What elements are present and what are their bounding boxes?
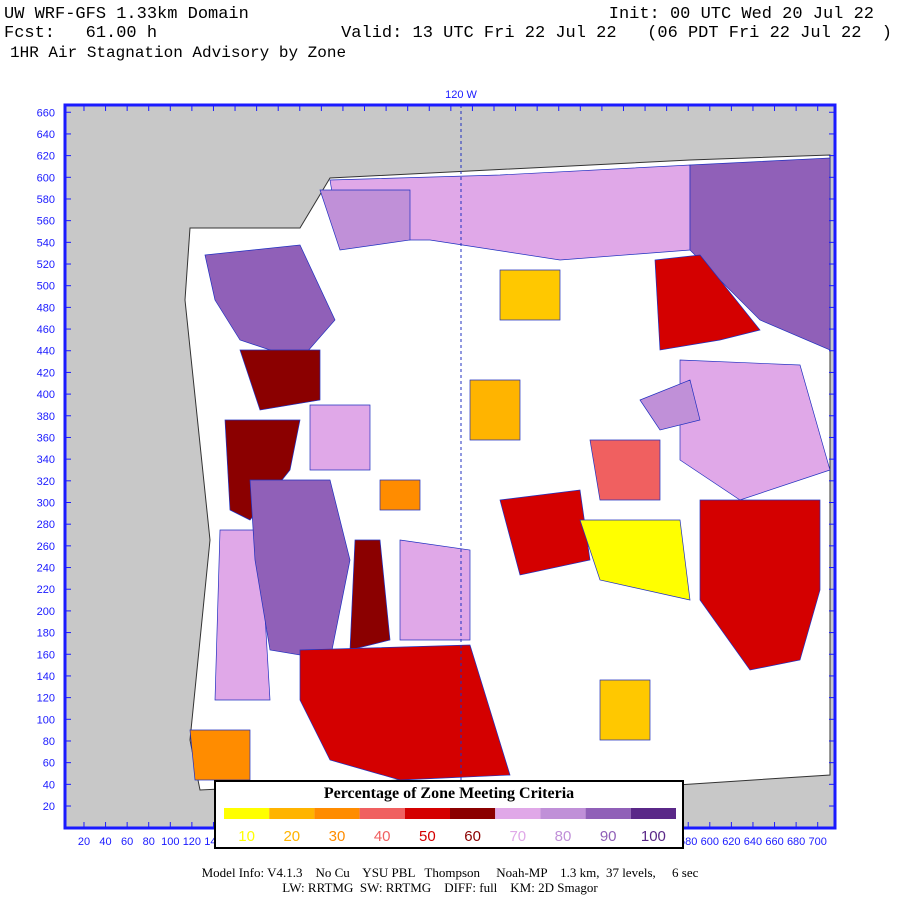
y-tick-label: 400 (37, 389, 55, 401)
y-tick-label: 640 (37, 129, 55, 141)
y-tick-label: 560 (37, 216, 55, 228)
zone (499, 489, 591, 576)
legend-swatch (495, 808, 541, 819)
x-tick-label: 640 (744, 836, 762, 848)
y-tick-label: 40 (43, 779, 55, 791)
zone (399, 539, 471, 641)
zone (599, 679, 651, 741)
y-tick-label: 580 (37, 194, 55, 206)
meridian-label: 120 W (445, 89, 477, 101)
y-tick-label: 100 (37, 714, 55, 726)
x-tick-label: 100 (161, 836, 179, 848)
zone (689, 157, 831, 351)
header-forecast: Fcst: 61.00 h (4, 24, 157, 43)
legend-label: 60 (464, 828, 481, 845)
zone (679, 359, 831, 501)
legend: Percentage of Zone Meeting Criteria 10 20… (214, 780, 684, 849)
y-tick-label: 480 (37, 302, 55, 314)
legend-swatch (269, 808, 315, 819)
header-init: Init: 00 UTC Wed 20 Jul 22 (609, 5, 874, 24)
zone (469, 379, 521, 441)
x-tick-label: 620 (722, 836, 740, 848)
legend-swatch (404, 808, 450, 819)
legend-title: Percentage of Zone Meeting Criteria (324, 785, 574, 802)
zone (309, 404, 371, 471)
zone (579, 519, 691, 601)
legend-label: 50 (419, 828, 436, 845)
map (63, 103, 837, 830)
zone (349, 539, 391, 651)
y-tick-label: 340 (37, 454, 55, 466)
x-tick-label: 700 (809, 836, 827, 848)
y-tick-label: 520 (37, 259, 55, 271)
y-tick-label: 180 (37, 628, 55, 640)
zone (499, 269, 561, 321)
x-tick-label: 60 (121, 836, 133, 848)
x-tick-label: 120 (183, 836, 201, 848)
x-tick-label: 600 (701, 836, 719, 848)
legend-swatch (585, 808, 631, 819)
legend-swatch (359, 808, 405, 819)
y-tick-label: 320 (37, 476, 55, 488)
zone (319, 189, 411, 251)
y-tick-label: 220 (37, 584, 55, 596)
y-tick-label: 160 (37, 649, 55, 661)
zone (639, 379, 701, 431)
y-tick-label: 260 (37, 541, 55, 553)
x-tick-label: 20 (78, 836, 90, 848)
legend-label: 100 (641, 828, 666, 845)
legend-label: 30 (329, 828, 346, 845)
legend-swatch (314, 808, 360, 819)
legend-label: 40 (374, 828, 391, 845)
zone (239, 349, 321, 411)
y-tick-label: 60 (43, 758, 55, 770)
x-tick-label: 680 (787, 836, 805, 848)
header-title: UW WRF-GFS 1.33km Domain (4, 5, 249, 24)
y-tick-label: 420 (37, 367, 55, 379)
y-tick-label: 240 (37, 563, 55, 575)
y-tick-label: 380 (37, 411, 55, 423)
header-valid: Valid: 13 UTC Fri 22 Jul 22 (06 PDT Fri … (341, 24, 892, 43)
legend-label: 90 (600, 828, 617, 845)
y-tick-label: 500 (37, 281, 55, 293)
zones (189, 157, 831, 781)
y-tick-label: 360 (37, 432, 55, 444)
y-tick-label: 140 (37, 671, 55, 683)
y-tick-label: 200 (37, 606, 55, 618)
y-tick-label: 20 (43, 801, 55, 813)
y-tick-label: 540 (37, 237, 55, 249)
y-tick-label: 120 (37, 693, 55, 705)
y-tick-label: 460 (37, 324, 55, 336)
legend-label: 20 (283, 828, 300, 845)
legend-label: 10 (238, 828, 255, 845)
legend-swatch (450, 808, 496, 819)
y-tick-label: 620 (37, 151, 55, 163)
zone (214, 529, 271, 701)
legend-label: 80 (555, 828, 572, 845)
zone (699, 499, 821, 671)
legend-swatch (540, 808, 586, 819)
header-product: 1HR Air Stagnation Advisory by Zone (10, 44, 346, 62)
zone (654, 254, 761, 351)
y-tick-label: 600 (37, 172, 55, 184)
x-tick-label: 40 (99, 836, 111, 848)
footer-line1: Model Info: V4.1.3 No Cu YSU PBL Thompso… (202, 865, 699, 880)
legend-label: 70 (509, 828, 526, 845)
y-tick-label: 440 (37, 346, 55, 358)
legend-swatch (224, 808, 270, 819)
y-tick-label: 300 (37, 498, 55, 510)
legend-swatch (630, 808, 676, 819)
footer-line2: LW: RRTMG SW: RRTMG DIFF: full KM: 2D Sm… (282, 880, 598, 895)
y-tick-label: 280 (37, 519, 55, 531)
x-tick-label: 660 (765, 836, 783, 848)
zone (589, 439, 661, 501)
y-tick-label: 80 (43, 736, 55, 748)
zone (379, 479, 421, 511)
y-tick-label: 660 (37, 107, 55, 119)
zone (189, 729, 251, 781)
x-tick-label: 80 (143, 836, 155, 848)
